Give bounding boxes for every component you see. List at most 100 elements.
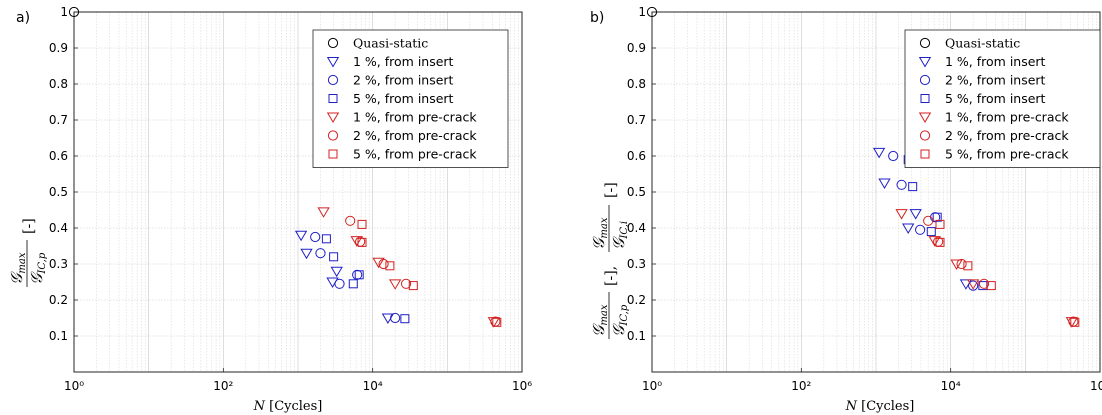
data-point-square [408, 281, 418, 291]
data-marks [68, 6, 502, 328]
legend-entry-label: 2 %, from pre-crack [353, 128, 477, 143]
x-axis-label: N [Cycles] [845, 399, 915, 414]
data-point-triangle-down [300, 248, 313, 260]
data-point-triangle-down [388, 279, 402, 290]
x-tick-label: 10² [213, 379, 233, 393]
x-tick-label: 10⁶ [1090, 379, 1102, 393]
data-point-triangle-down [966, 279, 980, 290]
legend-marker-square [328, 149, 338, 159]
chart-panel-a: a) 0.1 0.2 0.3 0.4 0.5 0.6 0.7 0.8 0.9 1 10⁰ 10² 10⁴… [7, 5, 532, 414]
data-point-square [935, 237, 945, 247]
data-point-square [926, 227, 936, 237]
data-point-square [348, 279, 358, 289]
legend-entry-label: Quasi-static [353, 36, 428, 51]
data-point-circle [378, 258, 389, 270]
y-axis-fraction-bottom-1: 𝒢IC,p [609, 304, 630, 337]
legend: Quasi-static 1 %, from insert 2 %, from in… [904, 29, 1101, 168]
ticks: 0.1 0.2 0.3 0.4 0.5 0.6 0.7 0.8 0.9 1 10⁰ 10² 10⁴ 10⁶ [627, 5, 1102, 393]
y-tick-label: 0.4 [49, 221, 68, 235]
data-point-square [385, 261, 395, 271]
legend-marker-triangle-down [326, 57, 340, 68]
y-tick-label: 0.5 [627, 185, 646, 199]
y-axis-unit: [-] [21, 218, 37, 234]
data-point-square [986, 281, 996, 291]
legend-marker-circle [919, 74, 931, 86]
data-point-circle [400, 278, 412, 289]
y-tick-label: 0.2 [49, 293, 68, 307]
legend-box [904, 29, 1101, 168]
y-tick-label: 0.6 [49, 149, 68, 163]
data-point-triangle-down [326, 277, 339, 289]
y-axis-fraction-bottom-2: 𝒢IC,i [609, 221, 630, 250]
legend-entry-label: 5 %, from pre-crack [353, 147, 477, 162]
y-axis-fraction-top-1: 𝒢max [589, 304, 610, 337]
legend-marker-triangle-down [326, 112, 340, 124]
data-point-circle [968, 280, 979, 291]
legend-entry-label: 1 %, from pre-crack [945, 110, 1069, 125]
data-point-triangle-down [330, 266, 343, 278]
data-marks [646, 6, 1080, 328]
svg-text:N [Cycles]: N [Cycles] [845, 399, 915, 414]
legend-marker-circle [327, 74, 339, 86]
y-tick-label: 0.1 [49, 329, 68, 343]
x-tick-label: 10⁰ [642, 379, 662, 393]
legend-entry-label: Quasi-static [945, 36, 1020, 51]
data-point-triangle-down [928, 236, 941, 247]
y-tick-label: 1 [638, 5, 646, 19]
data-point-triangle-down [350, 236, 363, 247]
data-point-triangle-down [959, 279, 973, 290]
y-tick-label: 0.3 [49, 257, 68, 271]
x-tick-label: 10⁶ [512, 379, 532, 393]
data-point-triangle-down [317, 207, 330, 218]
data-point-triangle-down [895, 209, 908, 220]
data-point-circle [310, 231, 321, 243]
x-tick-label: 10⁰ [64, 379, 84, 393]
y-tick-label: 1 [60, 5, 68, 19]
legend-box [312, 29, 509, 168]
data-point-square [357, 237, 367, 247]
panel-label: b) [590, 10, 604, 26]
y-tick-label: 0.2 [627, 293, 646, 307]
data-point-circle [923, 215, 934, 226]
legend-entry-label: 2 %, from insert [353, 73, 454, 88]
data-point-triangle-down [909, 209, 922, 220]
data-point-circle [390, 312, 401, 324]
data-point-square [357, 219, 367, 229]
y-axis-label: 𝒢max 𝒢IC,p [-] [7, 218, 48, 287]
y-axis-label: 𝒢max 𝒢IC,p [-], 𝒢max 𝒢IC,i [-] [589, 182, 630, 339]
svg-text:N [Cycles]: N [Cycles] [253, 399, 323, 414]
grid [73, 12, 522, 372]
chart-panel-b: b) 0.1 0.2 0.3 0.4 0.5 0.6 0.7 0.8 0.9 1 10⁰ 10² 10⁴… [589, 5, 1102, 414]
x-tick-label: 10⁴ [363, 379, 383, 393]
data-point-square [492, 317, 502, 327]
y-tick-label: 0.5 [49, 185, 68, 199]
panel-label: a) [16, 10, 30, 26]
data-point-circle [315, 248, 326, 259]
legend-entry-label: 5 %, from pre-crack [945, 147, 1069, 162]
y-tick-label: 0.8 [627, 77, 646, 91]
x-axis-unit: [Cycles] [861, 399, 914, 414]
x-axis-unit: [Cycles] [269, 399, 322, 414]
y-axis-unit-2: [-] [603, 182, 619, 198]
y-axis-fraction-top: 𝒢max [7, 252, 28, 285]
legend-marker-square [920, 149, 930, 159]
y-axis-fraction-top-2: 𝒢max [589, 217, 610, 250]
legend-marker-triangle-down [918, 112, 932, 124]
data-point-circle [888, 150, 899, 162]
legend-entry-label: 2 %, from pre-crack [945, 128, 1069, 143]
data-point-square [908, 182, 918, 192]
legend-marker-circle [919, 130, 931, 141]
data-point-circle [334, 278, 345, 289]
data-point-circle [646, 6, 658, 18]
y-tick-label: 0.9 [627, 41, 646, 55]
legend-entry-label: 5 %, from insert [353, 91, 454, 106]
ticks: 0.1 0.2 0.3 0.4 0.5 0.6 0.7 0.8 0.9 1 10⁰ 10² 10⁴ 10⁶ [49, 5, 532, 393]
y-tick-label: 0.8 [49, 77, 68, 91]
legend-entry-label: 2 %, from insert [945, 73, 1046, 88]
legend-marker-triangle-down [918, 57, 932, 68]
data-point-circle [352, 269, 363, 280]
data-point-circle [68, 6, 80, 18]
data-point-circle [896, 179, 907, 190]
y-axis-fraction-bottom: 𝒢IC,p [27, 252, 48, 285]
